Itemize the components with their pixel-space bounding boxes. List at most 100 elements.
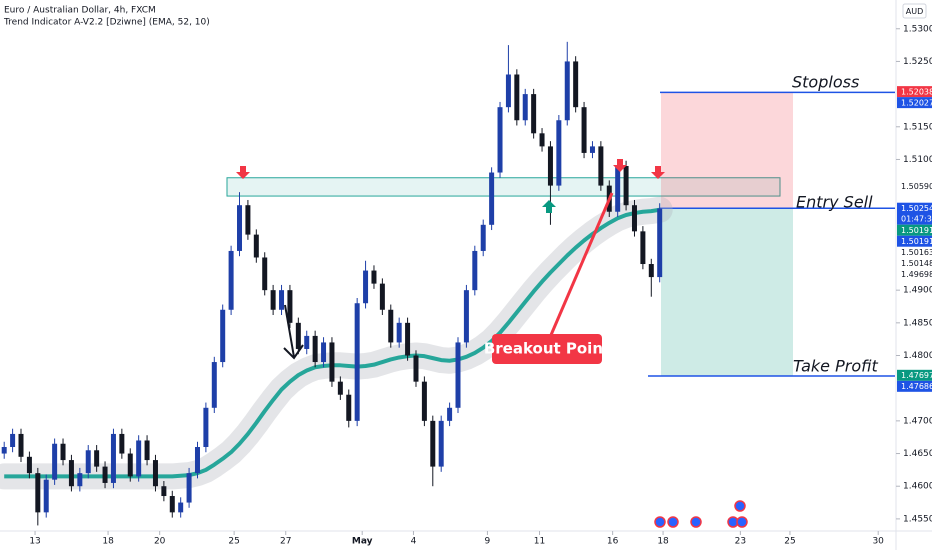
candle-body [463,290,469,343]
candle-body [337,381,343,395]
event-icon [734,500,746,512]
event-icon [654,516,666,528]
price-tag-label: 1.47686 [901,382,932,391]
candle-body [270,290,276,310]
candle-body [363,270,369,304]
annotation-layer: Breakout Point [236,159,748,528]
price-tag [897,235,932,247]
indicator-title: Trend Indicator A-V2.2 [Dziwne] (EMA, 52… [3,18,210,28]
candle-body [119,433,125,454]
y-tick-label: 1.48000 [903,351,932,361]
candle-body [18,433,24,457]
candle-body [388,309,394,343]
candle-body [556,120,562,186]
candle-body [220,309,226,363]
candle-body [136,440,142,477]
x-tick-label: 18 [657,537,669,547]
candle-body [514,74,520,121]
x-tick-label: 11 [534,537,545,547]
x-tick-label: 27 [280,537,291,547]
candle-body [245,205,251,235]
candle-body [287,290,293,323]
x-tick-label: 4 [411,537,417,547]
candle-body [312,335,318,363]
price-tag-label: 1.50590 [901,182,932,191]
candle-body [505,74,511,108]
candle-body [581,107,587,153]
y-tick-label: 1.52500 [903,57,932,67]
candle-body [127,453,133,477]
candle-body [615,165,621,212]
y-tick-label: 1.53000 [903,24,932,34]
event-icon [690,516,702,528]
candle-body [253,234,259,258]
background-layer [226,91,895,377]
candle-body [102,466,108,483]
candle-body [430,420,436,467]
candle-body [564,61,570,121]
x-tick-label: 25 [784,537,795,547]
callout-pointer [546,192,614,343]
candle-body [321,342,327,363]
price-tag-label: 1.50254 [901,204,932,213]
y-tick-label: 1.47000 [903,416,932,426]
candles-layer [1,41,663,526]
resistance-zone [226,177,781,197]
candle-body [85,450,91,474]
candle-body [10,433,16,448]
candle-body [94,450,100,467]
x-tick-label: 25 [228,537,239,547]
price-tag-label: 1.50148 [901,259,932,268]
candle-body [178,502,184,513]
candle-body [413,355,419,382]
candle-body [472,250,478,291]
drawn-arrow [284,304,295,358]
event-icon [736,516,748,528]
candle-body [60,443,66,461]
candle-body [211,362,217,408]
candle-body [354,303,360,421]
drawn-arrow-head [283,344,304,360]
price-tag [897,380,932,392]
candle-body [26,456,32,474]
price-tag [897,369,932,381]
candle-body [228,250,234,310]
candle-body [573,61,579,108]
x-tick-label: 23 [735,537,746,547]
y-tick-label: 1.45500 [903,514,932,524]
event-icons [654,500,748,528]
candle-body [598,146,604,186]
candle-body [346,394,352,421]
candle-body [396,322,402,343]
stoploss-label: Stoploss [792,73,859,92]
price-tag-label: 1.47697 [901,371,932,380]
candle-body [43,479,49,513]
candle-body [152,460,158,487]
callout-text: Breakout Point [484,340,610,358]
candle-body [421,381,427,421]
reward-box [661,208,793,377]
candle-body [35,473,41,513]
candle-body [657,208,663,278]
event-icon [667,516,679,528]
candle-body [589,146,595,153]
candle-body [379,283,385,310]
candle-body [371,270,377,284]
candle-body [648,264,654,278]
candle-body [262,257,268,291]
candle-body [68,460,74,487]
candle-body [497,107,503,173]
risk-box [661,92,793,209]
candle-body [447,407,453,421]
candle-body [161,486,167,497]
candle-body [531,94,537,134]
y-tick-label: 1.48500 [903,318,932,328]
candle-body [480,224,486,251]
price-tag-label: 1.49698 [901,270,932,279]
price-tag [897,86,932,98]
entry-label: Entry Sell [796,193,873,212]
candle-body [623,165,629,206]
currency-label: AUD [906,7,924,16]
sell-signal-arrow [613,159,627,172]
